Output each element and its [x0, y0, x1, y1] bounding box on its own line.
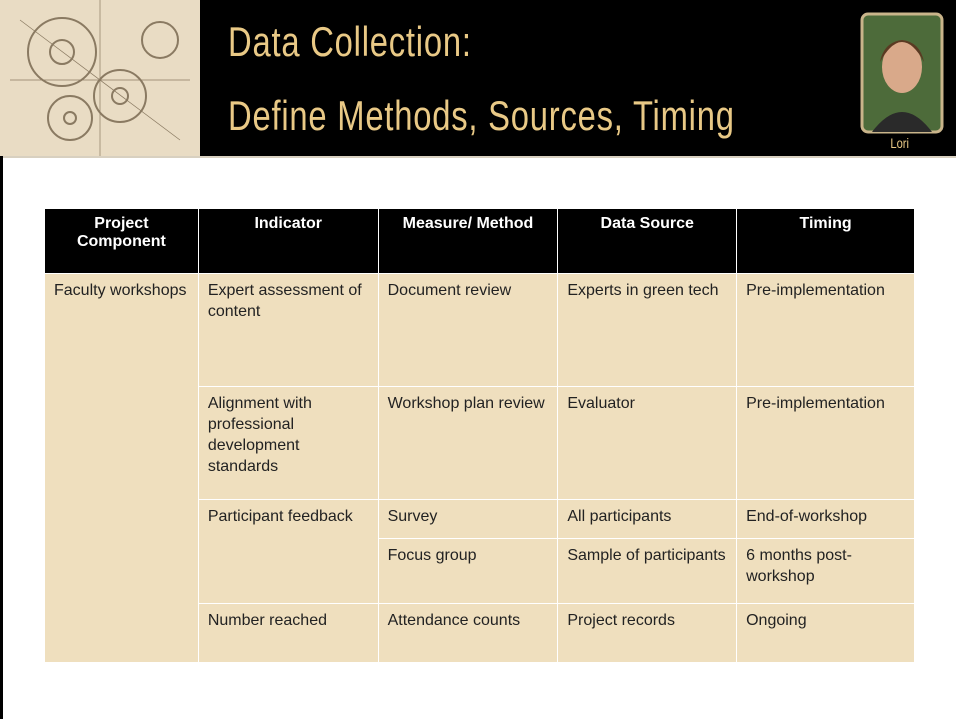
- column-header: Timing: [736, 208, 915, 274]
- cell: 6 months post-workshop: [736, 538, 915, 604]
- column-header: Measure/ Method: [377, 208, 559, 274]
- table-row: Faculty workshops Expert assessment of c…: [44, 273, 915, 663]
- cell: End-of-workshop: [736, 499, 915, 539]
- methods-table: Project Component Indicator Measure/ Met…: [44, 208, 915, 663]
- left-rule: [0, 156, 3, 719]
- cell: Number reached: [197, 603, 379, 663]
- cell: Ongoing: [736, 603, 915, 663]
- cell: Expert assessment of content: [197, 273, 379, 387]
- cell: Evaluator: [557, 386, 738, 500]
- cell: Pre-implementation: [736, 386, 915, 500]
- cell: Survey: [377, 499, 559, 539]
- cell: Project records: [557, 603, 738, 663]
- photo-caption: Lori: [890, 135, 910, 151]
- cell: Workshop plan review: [377, 386, 559, 500]
- column-header: Project Component: [44, 208, 199, 274]
- header-row: Project Component Indicator Measure/ Met…: [44, 208, 915, 274]
- table-row: Number reached Attendance counts Project…: [45, 603, 915, 663]
- table-row: Participant feedback Survey All particip…: [45, 499, 915, 604]
- cell: Pre-implementation: [736, 273, 915, 387]
- table-row: Alignment with professional development …: [45, 386, 915, 500]
- cell: Experts in green tech: [557, 273, 738, 387]
- cell: All participants: [557, 499, 738, 539]
- cell: Attendance counts: [377, 603, 559, 663]
- cell: Faculty workshops: [44, 273, 199, 663]
- column-header: Indicator: [197, 208, 379, 274]
- gears-illustration: [0, 0, 200, 156]
- table-row: Focus group Sample of participants 6 mon…: [45, 538, 915, 604]
- presenter-photo: [860, 12, 944, 134]
- cell: Participant feedback: [197, 499, 379, 604]
- header-band: Data Collection: Define Methods, Sources…: [0, 0, 956, 158]
- title-line: Data Collection:: [228, 18, 472, 65]
- cell: Document review: [377, 273, 559, 387]
- cell: Focus group: [377, 538, 559, 604]
- cell: Alignment with professional development …: [197, 386, 379, 500]
- column-header: Data Source: [557, 208, 738, 274]
- title-line: Define Methods, Sources, Timing: [228, 92, 735, 139]
- cell: Sample of participants: [557, 538, 738, 604]
